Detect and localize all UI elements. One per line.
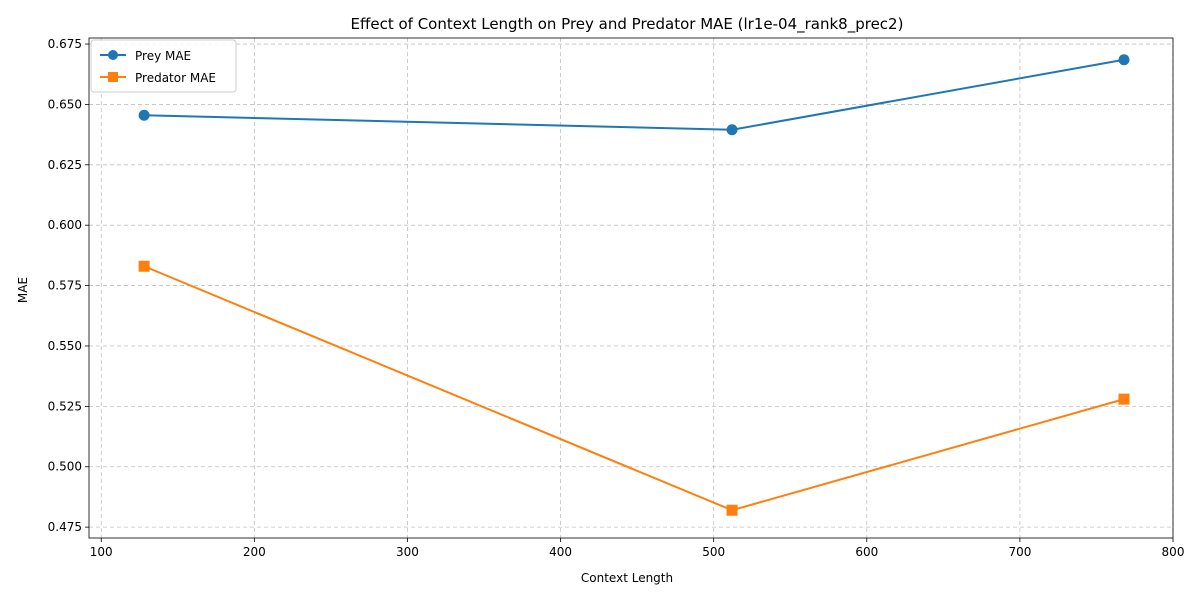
y-tick-label: 0.575 <box>48 279 82 293</box>
y-tick-label: 0.550 <box>48 339 82 353</box>
chart-title: Effect of Context Length on Prey and Pre… <box>351 15 904 34</box>
x-tick-label: 200 <box>243 545 266 559</box>
data-point-prey-mae <box>726 124 738 136</box>
y-tick-label: 0.475 <box>48 520 82 534</box>
legend-label-predator: Predator MAE <box>135 71 216 85</box>
legend-marker-prey <box>108 50 118 60</box>
legend-marker-predator <box>108 72 118 82</box>
x-tick-label: 400 <box>549 545 572 559</box>
data-point-predator-mae <box>138 260 150 272</box>
y-tick-label: 0.525 <box>48 399 82 413</box>
series-predator-mae <box>138 260 1130 516</box>
x-tick-label: 100 <box>90 545 113 559</box>
data-point-predator-mae <box>1118 393 1130 405</box>
y-tick-label: 0.675 <box>48 37 82 51</box>
x-tick-label: 800 <box>1162 545 1185 559</box>
x-tick-label: 300 <box>396 545 419 559</box>
x-tick-label: 700 <box>1008 545 1031 559</box>
x-axis-ticks: 100 200 300 400 500 600 700 800 <box>90 538 1185 559</box>
series-prey-mae <box>138 54 1130 136</box>
y-tick-label: 0.650 <box>48 97 82 111</box>
y-axis-ticks: 0.475 0.500 0.525 0.550 0.575 0.600 0.625 0.650… <box>48 37 89 534</box>
legend-box <box>90 39 237 93</box>
y-tick-label: 0.625 <box>48 158 82 172</box>
legend-label-prey: Prey MAE <box>135 49 191 63</box>
x-tick-label: 600 <box>855 545 878 559</box>
data-point-prey-mae <box>138 109 150 121</box>
series-layer <box>138 54 1130 516</box>
data-point-predator-mae <box>726 504 738 516</box>
y-tick-label: 0.600 <box>48 218 82 232</box>
legend: Prey MAE Predator MAE <box>90 39 237 93</box>
y-tick-label: 0.500 <box>48 460 82 474</box>
plot-area-frame <box>88 37 1174 539</box>
x-tick-label: 500 <box>702 545 725 559</box>
y-axis-label: MAE <box>16 277 30 303</box>
data-point-prey-mae <box>1118 54 1130 66</box>
x-axis-label: Context Length <box>581 571 673 585</box>
